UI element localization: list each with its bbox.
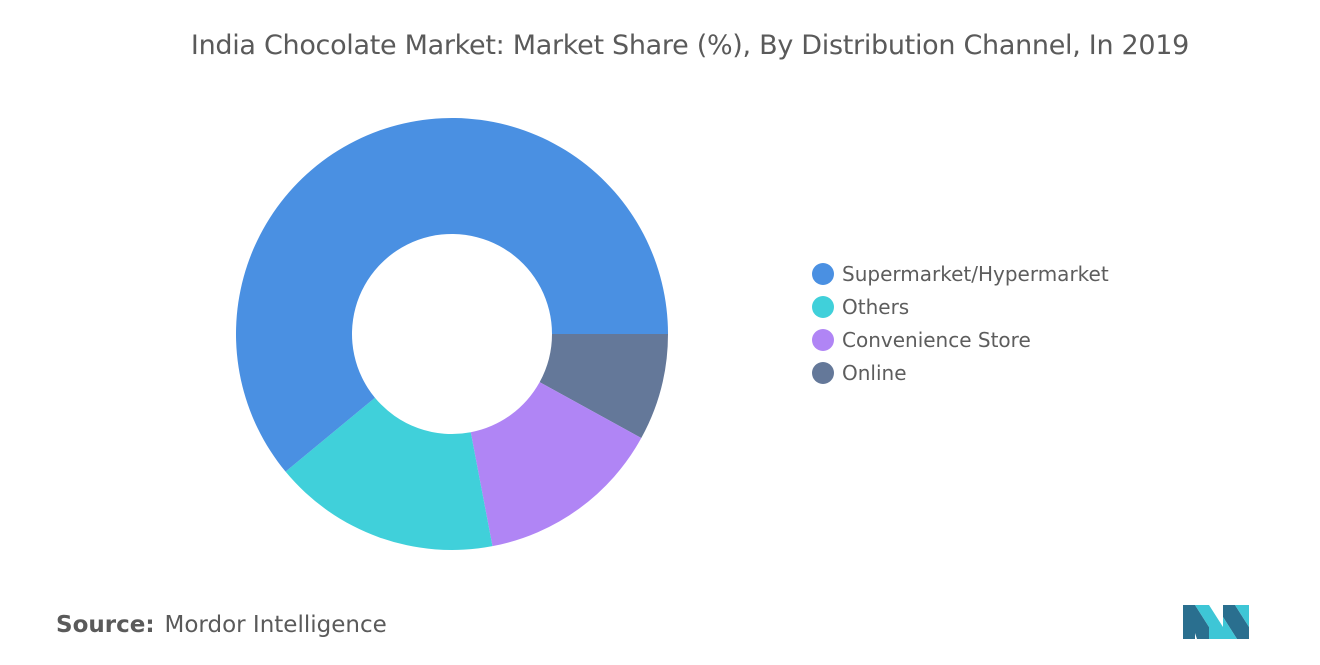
chart-legend: Supermarket/Hypermarket Others Convenien… (812, 257, 1109, 389)
source-value: Mordor Intelligence (164, 612, 387, 638)
slice-others (285, 397, 493, 550)
legend-label: Online (842, 360, 907, 385)
legend-item-others: Others (812, 290, 1109, 323)
legend-label: Supermarket/Hypermarket (842, 261, 1109, 286)
legend-label: Convenience Store (842, 327, 1031, 352)
legend-label: Others (842, 294, 910, 319)
source-label: Source: (56, 612, 155, 638)
slice-online (539, 334, 668, 439)
legend-swatch (812, 328, 834, 351)
legend-item-convenience-store: Convenience Store (812, 323, 1109, 356)
legend-swatch (812, 361, 834, 384)
mordor-intelligence-logo-icon (1183, 605, 1249, 639)
chart-title: India Chocolate Market: Market Share (%)… (190, 30, 1190, 61)
legend-swatch (812, 262, 834, 285)
source-note: Source: Mordor Intelligence (56, 612, 387, 638)
legend-swatch (812, 295, 834, 318)
legend-item-supermarket-hypermarket: Supermarket/Hypermarket (812, 257, 1109, 290)
legend-item-online: Online (812, 356, 1109, 389)
slice-convenience-store (470, 382, 642, 547)
slice-supermarket-hypermarket (235, 118, 668, 472)
